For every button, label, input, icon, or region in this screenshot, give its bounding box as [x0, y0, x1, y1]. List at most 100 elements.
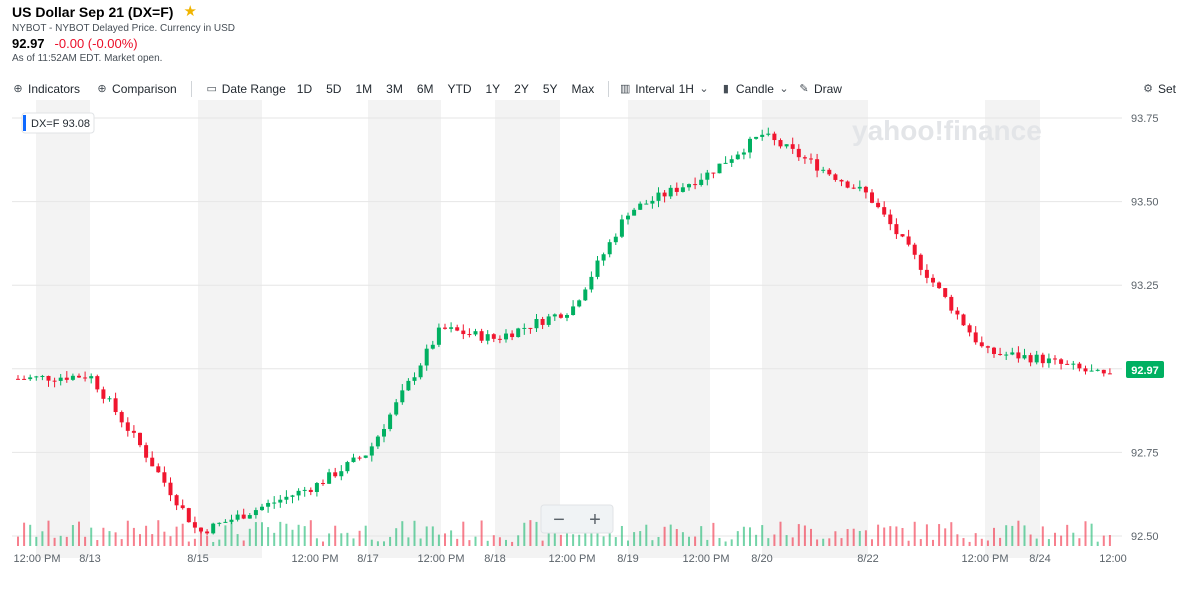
session-band [762, 100, 868, 558]
volume-bar [444, 533, 446, 546]
x-tick-label: 8/19 [617, 553, 638, 565]
indicators-button[interactable]: ⊕ Indicators [12, 82, 80, 96]
session-band [36, 100, 90, 558]
candle-body [802, 157, 807, 159]
candle-body [827, 169, 832, 175]
volume-bar [59, 535, 62, 546]
candle-body [760, 134, 765, 137]
range-1d[interactable]: 1D [296, 82, 313, 96]
indicators-label: Indicators [28, 82, 81, 96]
date-range-button[interactable]: ▭ Date Range [206, 82, 286, 96]
volume-bar [297, 524, 300, 546]
volume-bar [468, 540, 471, 546]
candle-body [1095, 369, 1100, 371]
candle-body [741, 152, 746, 155]
candle-body [205, 531, 210, 534]
candle-body [351, 457, 356, 463]
range-1m[interactable]: 1M [355, 82, 373, 96]
candle-body [876, 202, 881, 208]
volume-bar [498, 537, 501, 546]
range-5y[interactable]: 5Y [542, 82, 558, 96]
volume-bar [913, 521, 916, 546]
interval-button[interactable]: ▥ Interval 1H ⌄ [619, 82, 710, 96]
star-icon[interactable]: ★ [183, 3, 197, 20]
candlestick-icon: ▮ [722, 83, 729, 95]
volume-bar [761, 525, 764, 546]
range-1y[interactable]: 1Y [485, 82, 501, 96]
range-6m[interactable]: 6M [416, 82, 434, 96]
range-ytd[interactable]: YTD [447, 82, 472, 96]
candle-body [1065, 363, 1070, 365]
draw-button[interactable]: ✎ Draw [798, 82, 842, 96]
candle-body [89, 376, 94, 379]
candle-body [961, 314, 966, 326]
interval-value: 1H [678, 82, 694, 96]
range-3m[interactable]: 3M [386, 82, 403, 96]
comparison-label: Comparison [112, 82, 177, 96]
x-tick-label: 8/18 [484, 553, 505, 565]
volume-bar [346, 532, 349, 546]
volume-bar [681, 532, 684, 546]
toolbar-divider [608, 81, 610, 97]
volume-bar [480, 520, 483, 546]
candle-body [339, 471, 344, 477]
volume-bar [505, 539, 507, 546]
volume-bar [157, 520, 160, 546]
candle-button[interactable]: ▮ Candle ⌄ [720, 82, 790, 96]
candle-body [308, 489, 313, 492]
candle-body [839, 179, 844, 182]
candle-body [985, 346, 990, 348]
candle-body [662, 192, 667, 197]
candle-body [1016, 352, 1021, 359]
candle-body [162, 472, 167, 483]
settings-button[interactable]: ⚙ Set [1142, 82, 1176, 96]
comparison-button[interactable]: ⊕ Comparison [96, 82, 177, 96]
range-max[interactable]: Max [571, 82, 595, 96]
volume-bar [907, 540, 910, 546]
candle-body [687, 184, 691, 188]
volume-bar [999, 537, 1002, 546]
zoom-in-button[interactable]: + [589, 509, 601, 531]
volume-bar [730, 539, 733, 546]
volume-bar [773, 534, 776, 546]
volume-bar [248, 528, 251, 546]
range-2y[interactable]: 2Y [514, 82, 529, 96]
candle-body [1034, 354, 1039, 363]
volume-bar [846, 529, 849, 546]
candle-body [565, 315, 569, 318]
volume-bar [425, 526, 428, 546]
candle-body [583, 289, 588, 301]
zoom-out-button[interactable]: − [553, 509, 565, 531]
volume-bar [944, 528, 947, 546]
candle-body [461, 330, 466, 335]
volume-bar [877, 524, 880, 546]
candle-body [918, 254, 923, 270]
volume-bar [523, 522, 526, 546]
candle-body [577, 300, 582, 307]
volume-bar [303, 526, 306, 546]
volume-bar [139, 534, 141, 546]
candle-body [546, 316, 551, 325]
volume-bar [413, 520, 416, 546]
chart-svg[interactable]: yahoo!finance 93.7593.5093.2593.0092.759… [0, 100, 1177, 587]
volume-bar [1066, 524, 1069, 546]
price-chart[interactable]: yahoo!finance 93.7593.5093.2593.0092.759… [0, 100, 1177, 587]
candle-body [955, 310, 960, 315]
candle-body [766, 133, 771, 135]
volume-bar [669, 524, 672, 546]
volume-bar [273, 532, 276, 546]
volume-bar [980, 538, 983, 546]
candle-body [607, 242, 612, 255]
candle-body [595, 260, 600, 277]
candle-body [778, 140, 783, 147]
volume-bar [96, 540, 99, 546]
range-5d[interactable]: 5D [326, 82, 342, 96]
legend-chip[interactable]: DX=F 93.08 [21, 112, 95, 134]
candle-body [180, 505, 185, 509]
y-tick-label: 93.50 [1131, 197, 1159, 209]
volume-bar [529, 520, 532, 546]
candle-body [754, 136, 759, 139]
volume-bar [596, 525, 599, 546]
volume-bar [712, 522, 715, 546]
